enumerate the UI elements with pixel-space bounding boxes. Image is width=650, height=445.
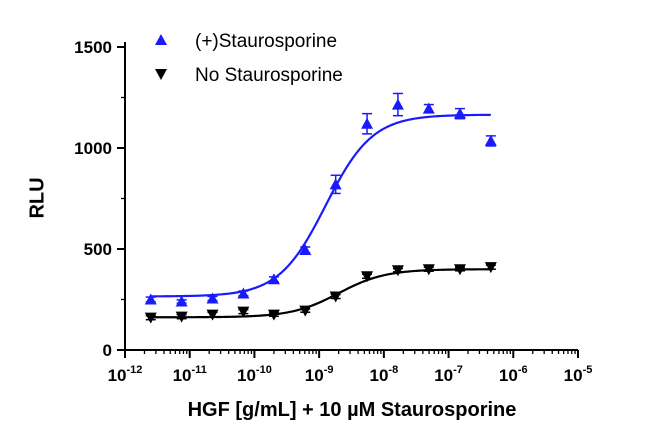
data-point — [484, 262, 497, 274]
fit-curve — [150, 268, 491, 319]
y-tick-label: 0 — [103, 341, 112, 360]
data-point — [329, 178, 342, 190]
axes — [122, 42, 578, 351]
y-ticks: 0 500 1000 1500 — [74, 38, 125, 360]
data-point — [299, 305, 312, 317]
data-point — [484, 134, 497, 146]
data-point — [361, 271, 374, 283]
data-point — [391, 98, 404, 110]
x-tick-label: 10-8 — [370, 364, 399, 385]
legend-item-no-staurosporine: No Staurosporine — [155, 65, 343, 86]
legend-label-no-staurosporine: No Staurosporine — [195, 65, 343, 86]
y-tick-label: 1500 — [74, 38, 112, 57]
data-point — [329, 291, 342, 303]
data-point — [267, 273, 280, 285]
data-point — [206, 292, 219, 304]
data-point — [175, 311, 188, 323]
data-point — [237, 306, 250, 318]
legend-item-staurosporine: (+)Staurosporine — [155, 31, 337, 52]
x-ticks: 10-12 10-11 10-10 10-9 10-8 10-7 10-6 10-5 — [108, 350, 593, 385]
data-point — [267, 309, 280, 321]
y-axis-title: RLU — [26, 177, 48, 218]
y-tick-label: 1000 — [74, 139, 112, 158]
data-point — [453, 264, 466, 276]
data-point — [391, 265, 404, 277]
data-point — [237, 287, 250, 299]
data-point — [422, 102, 435, 114]
x-tick-label: 10-9 — [305, 364, 334, 385]
legend-label-staurosporine: (+)Staurosporine — [195, 31, 337, 52]
data-point — [422, 264, 435, 276]
data-point — [206, 309, 219, 321]
data-point — [453, 107, 466, 119]
data-points — [144, 98, 497, 324]
data-point — [361, 117, 374, 129]
x-axis-title: HGF [g/mL] + 10 µM Staurosporine — [188, 399, 517, 421]
x-tick-label: 10-6 — [499, 364, 528, 385]
data-point — [144, 293, 157, 305]
legend-marker-triangle-up — [155, 34, 167, 45]
x-tick-label: 10-10 — [237, 364, 272, 385]
legend-marker-triangle-down — [155, 69, 167, 80]
y-tick-label: 500 — [84, 240, 112, 259]
fit-curves — [150, 113, 491, 319]
x-tick-label: 10-11 — [173, 364, 207, 385]
fit-curve — [150, 113, 491, 298]
data-point — [175, 295, 188, 307]
x-tick-label: 10-5 — [564, 364, 593, 385]
legend: (+)Staurosporine No Staurosporine — [155, 31, 343, 86]
data-point — [144, 312, 157, 324]
x-tick-label: 10-12 — [108, 364, 143, 385]
x-tick-label: 10-7 — [434, 364, 463, 385]
data-point — [299, 244, 312, 256]
error-bars — [145, 92, 496, 321]
